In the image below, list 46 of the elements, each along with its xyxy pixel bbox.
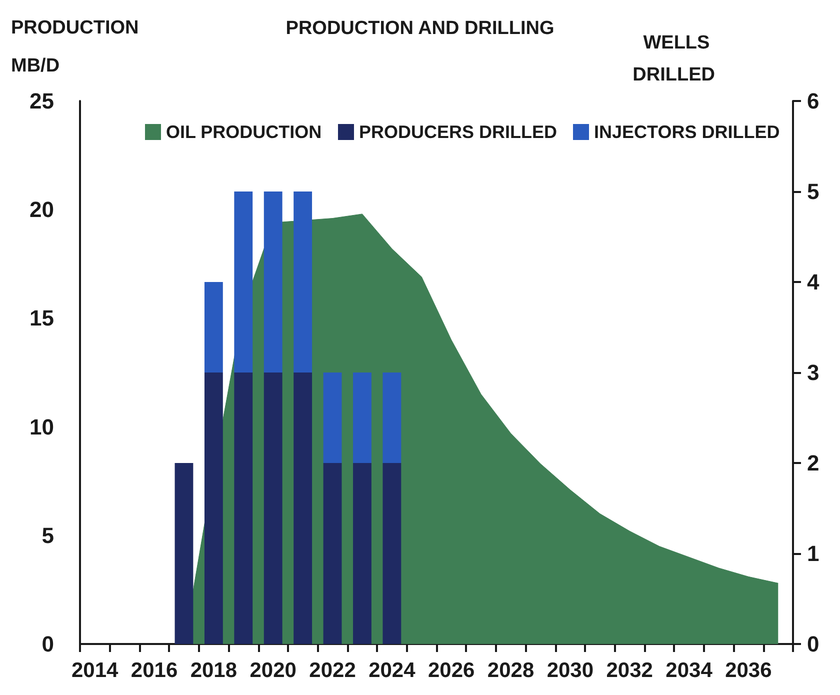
bar <box>174 463 194 644</box>
y-tick-label: 20 <box>30 197 54 222</box>
y2-tick-label: 1 <box>807 541 820 566</box>
y-tick-label: 25 <box>30 88 54 114</box>
y2-tick-label: 2 <box>807 450 820 476</box>
x-tick-label: 2016 <box>130 659 178 682</box>
bar <box>294 372 312 644</box>
x-tick-label: 2018 <box>190 659 238 682</box>
y-tick-label: 10 <box>30 414 54 440</box>
y-axis-title: PRODUCTION MB/D <box>11 18 144 76</box>
bar <box>264 372 282 644</box>
bar <box>382 463 402 644</box>
bar <box>234 372 253 644</box>
bar <box>353 372 372 463</box>
y-tick-label: 5 <box>42 522 54 548</box>
legend-label: OIL PRODUCTION <box>166 122 322 142</box>
x-tick-label: 2020 <box>250 659 296 682</box>
legend-label: INJECTORS DRILLED <box>594 122 780 142</box>
x-tick-label: 2036 <box>725 659 772 682</box>
y-tick-label: 15 <box>30 306 54 331</box>
bar <box>294 192 312 372</box>
y2-axis-title: WELLS DRILLED <box>632 32 715 86</box>
y2-tick-label: 6 <box>807 88 820 114</box>
y2-tick-label: 3 <box>807 360 820 385</box>
bar <box>234 192 253 372</box>
y-tick-label: 0 <box>42 632 54 656</box>
bar <box>204 372 223 644</box>
bar <box>353 463 372 644</box>
y2-tick-label: 0 <box>807 632 820 656</box>
x-tick-label: 2032 <box>606 659 653 682</box>
x-tick-label: 2030 <box>546 659 594 682</box>
x-tick-label: 2014 <box>71 659 119 682</box>
bar <box>382 372 402 463</box>
x-tick-label: 2024 <box>368 659 416 682</box>
chart-title: PRODUCTION AND DRILLING <box>286 18 554 39</box>
bar <box>323 463 342 644</box>
bar <box>264 192 282 372</box>
x-tick-label: 2034 <box>666 659 713 682</box>
x-tick-label: 2028 <box>487 659 534 682</box>
x-tick-label: 2022 <box>309 659 356 682</box>
bar <box>204 282 223 372</box>
y2-tick-label: 5 <box>807 179 820 204</box>
y2-tick-label: 4 <box>807 270 820 294</box>
x-tick-label: 2026 <box>428 659 475 682</box>
legend-label: PRODUCERS DRILLED <box>358 122 558 142</box>
bar <box>323 372 342 463</box>
